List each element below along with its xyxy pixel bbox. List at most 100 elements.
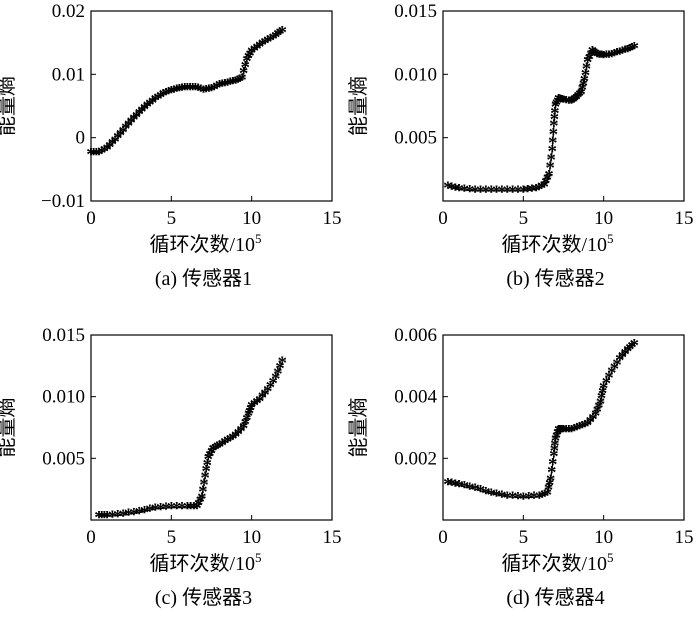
data-point-marker: * <box>591 45 601 66</box>
data-point-marker: * <box>531 181 541 202</box>
x-axis-label-base: 循环次数/10 <box>149 233 255 256</box>
data-point-marker: * <box>228 429 238 450</box>
data-point-marker: * <box>557 422 567 443</box>
data-point-marker: * <box>145 501 155 522</box>
data-point-marker: * <box>151 500 161 521</box>
data-point-marker: * <box>591 406 601 427</box>
data-point-marker: * <box>582 59 592 80</box>
data-point-marker: * <box>113 506 123 527</box>
data-point-marker: * <box>180 80 190 101</box>
data-point-marker: * <box>580 416 590 437</box>
data-point-marker: * <box>527 181 537 202</box>
data-point-marker: * <box>102 140 112 161</box>
data-point-marker: * <box>245 46 255 67</box>
data-point-marker: * <box>465 479 475 500</box>
data-point-marker: * <box>271 369 281 390</box>
data-point-marker: * <box>100 507 110 528</box>
data-point-marker: * <box>108 507 118 528</box>
data-point-marker: * <box>250 41 260 62</box>
data-point-marker: * <box>497 182 507 203</box>
x-tick-label: 10 <box>242 208 261 229</box>
data-point-marker: * <box>121 119 131 140</box>
data-point-marker: * <box>615 44 625 65</box>
data-point-marker: * <box>610 359 620 380</box>
data-point-marker: * <box>217 435 227 456</box>
data-point-marker: * <box>108 135 118 156</box>
data-point-marker: * <box>247 398 257 419</box>
data-point-marker: * <box>503 182 513 203</box>
x-axis-label-base: 循环次数/10 <box>149 552 255 575</box>
data-point-marker: * <box>625 40 635 61</box>
marker-group: ****************************************… <box>94 353 287 528</box>
data-point-marker: * <box>546 150 556 171</box>
x-axis-label-base: 循环次数/10 <box>501 233 607 256</box>
data-point-marker: * <box>604 47 614 68</box>
data-point-marker: * <box>577 80 587 101</box>
data-point-marker: * <box>592 402 602 423</box>
data-point-marker: * <box>237 70 247 91</box>
data-point-marker: * <box>172 81 182 102</box>
data-point-marker: * <box>567 93 577 114</box>
data-point-marker: * <box>620 42 630 63</box>
data-point-marker: * <box>486 182 496 203</box>
data-point-marker: * <box>175 81 185 102</box>
data-point-marker: * <box>594 398 604 419</box>
data-point-marker: * <box>599 378 609 399</box>
x-tick-label: 5 <box>519 527 529 548</box>
data-point-marker: * <box>86 145 96 166</box>
data-point-marker: * <box>454 181 464 202</box>
data-point-marker: * <box>113 129 123 150</box>
data-point-marker: * <box>245 403 255 424</box>
data-point-marker: * <box>277 22 287 43</box>
data-point-marker: * <box>234 424 244 445</box>
data-point-marker: * <box>551 97 561 118</box>
data-point-marker: * <box>597 389 607 410</box>
series-line <box>91 30 283 155</box>
x-axis-label: 循环次数/105 <box>149 231 261 256</box>
data-point-marker: * <box>277 353 287 374</box>
data-point-marker: * <box>153 89 163 110</box>
data-point-marker: * <box>89 145 99 166</box>
plot-frame <box>442 334 685 521</box>
data-point-marker: * <box>116 126 126 147</box>
data-point-marker: * <box>244 406 254 427</box>
plot-frame <box>90 10 333 202</box>
data-point-marker: * <box>572 420 582 441</box>
data-point-marker: * <box>598 384 608 405</box>
data-point-marker: * <box>548 141 558 162</box>
data-point-marker: * <box>465 181 475 202</box>
data-point-marker: * <box>191 79 201 100</box>
x-tick-label: 5 <box>167 208 177 229</box>
data-point-marker: * <box>559 92 569 113</box>
data-point-marker: * <box>540 486 550 507</box>
data-point-marker: * <box>553 93 563 114</box>
data-point-marker: * <box>207 444 217 465</box>
data-point-marker: * <box>271 27 281 48</box>
data-point-marker: * <box>447 475 457 496</box>
data-point-marker: * <box>273 364 283 385</box>
y-tick-label: 0.010 <box>394 64 437 85</box>
data-point-marker: * <box>492 182 502 203</box>
data-point-marker: * <box>129 504 139 525</box>
data-point-marker: * <box>255 391 265 412</box>
series-line <box>447 47 635 192</box>
data-point-marker: * <box>220 75 230 96</box>
data-point-marker: * <box>539 177 549 198</box>
data-point-marker: * <box>169 82 179 103</box>
data-point-marker: * <box>580 72 590 93</box>
data-point-marker: * <box>629 335 639 356</box>
data-point-marker: * <box>202 456 212 477</box>
data-point-marker: * <box>481 182 491 203</box>
data-point-marker: * <box>620 345 630 366</box>
data-point-marker: * <box>188 79 198 100</box>
data-point-marker: * <box>476 182 486 203</box>
data-point-marker: * <box>142 97 152 118</box>
y-tick-label: 0.006 <box>394 325 437 346</box>
data-point-marker: * <box>161 499 171 520</box>
data-point-marker: * <box>102 507 112 528</box>
data-point-marker: * <box>208 441 218 462</box>
data-point-marker: * <box>583 53 593 74</box>
data-point-marker: * <box>156 87 166 108</box>
data-point-marker: * <box>159 86 169 107</box>
